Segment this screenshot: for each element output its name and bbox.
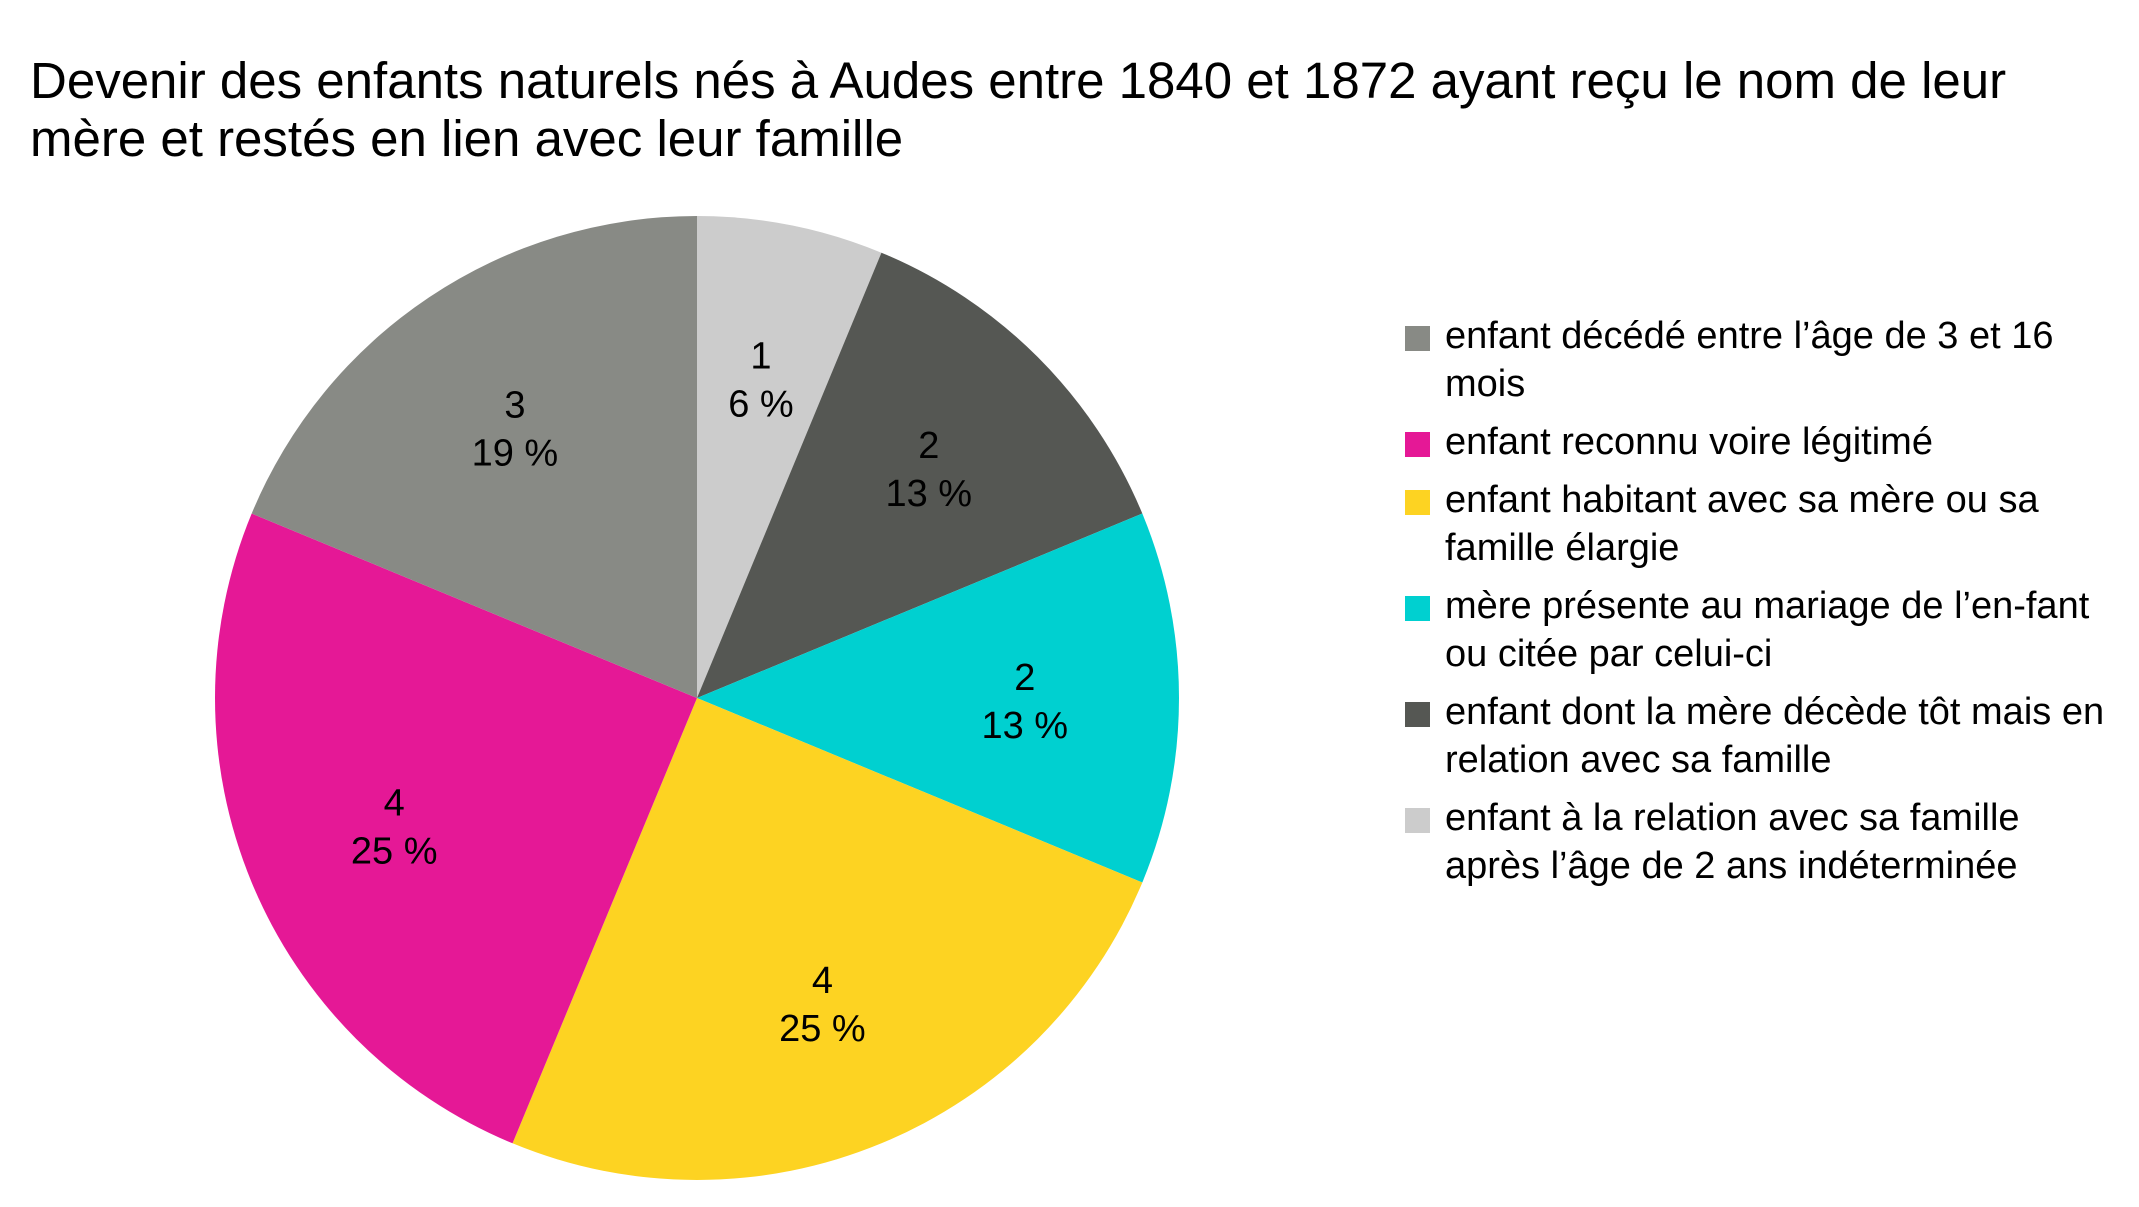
legend-label: enfant habitant avec sa mère ou sa famil… bbox=[1445, 479, 2039, 569]
slice-percent-label: 6 % bbox=[728, 384, 793, 426]
legend-label: enfant reconnu voire légitimé bbox=[1445, 421, 1933, 463]
legend-label: enfant à la relation avec sa famille apr… bbox=[1445, 797, 2020, 887]
legend-swatch bbox=[1405, 702, 1430, 727]
legend-item: enfant reconnu voire légitimé bbox=[1405, 418, 2125, 466]
legend-item: enfant à la relation avec sa famille apr… bbox=[1405, 794, 2125, 890]
slice-percent-label: 19 % bbox=[472, 432, 559, 474]
pie-slice bbox=[214, 513, 697, 1144]
legend-swatch bbox=[1405, 596, 1430, 621]
pie-slice bbox=[697, 252, 1143, 698]
slice-percent-label: 25 % bbox=[351, 830, 438, 872]
legend: enfant décédé entre l’âge de 3 et 16 moi… bbox=[1405, 312, 2125, 900]
legend-swatch bbox=[1405, 490, 1430, 515]
pie-slices bbox=[214, 216, 1179, 1180]
pie-slice bbox=[251, 216, 697, 698]
legend-label: enfant décédé entre l’âge de 3 et 16 moi… bbox=[1445, 315, 2054, 405]
slice-value-label: 2 bbox=[918, 425, 939, 467]
pie-slice bbox=[697, 513, 1179, 883]
legend-label: enfant dont la mère décède tôt mais en r… bbox=[1445, 691, 2105, 781]
legend-swatch bbox=[1405, 432, 1430, 457]
pie-labels: 1 6 % 2 13 % 2 13 % 4 25 % 4 25 % 3 19 % bbox=[351, 336, 1068, 1050]
legend-item: mère présente au mariage de l’en-fant ou… bbox=[1405, 582, 2125, 678]
slice-percent-label: 13 % bbox=[981, 705, 1068, 747]
slice-percent-label: 25 % bbox=[779, 1008, 866, 1050]
legend-swatch bbox=[1405, 326, 1430, 351]
slice-value-label: 3 bbox=[504, 384, 525, 426]
slice-value-label: 4 bbox=[384, 782, 405, 824]
legend-item: enfant décédé entre l’âge de 3 et 16 moi… bbox=[1405, 312, 2125, 408]
slice-value-label: 4 bbox=[812, 960, 833, 1002]
pie-slice bbox=[697, 216, 882, 698]
legend-item: enfant dont la mère décède tôt mais en r… bbox=[1405, 688, 2125, 784]
pie-slice bbox=[512, 698, 1143, 1180]
legend-item: enfant habitant avec sa mère ou sa famil… bbox=[1405, 476, 2125, 572]
slice-value-label: 2 bbox=[1014, 657, 1035, 699]
legend-swatch bbox=[1405, 808, 1430, 833]
chart-title: Devenir des enfants naturels nés à Audes… bbox=[30, 52, 2007, 167]
slice-percent-label: 13 % bbox=[885, 473, 972, 515]
slice-value-label: 1 bbox=[750, 336, 771, 378]
legend-label: mère présente au mariage de l’en-fant ou… bbox=[1445, 585, 2090, 675]
